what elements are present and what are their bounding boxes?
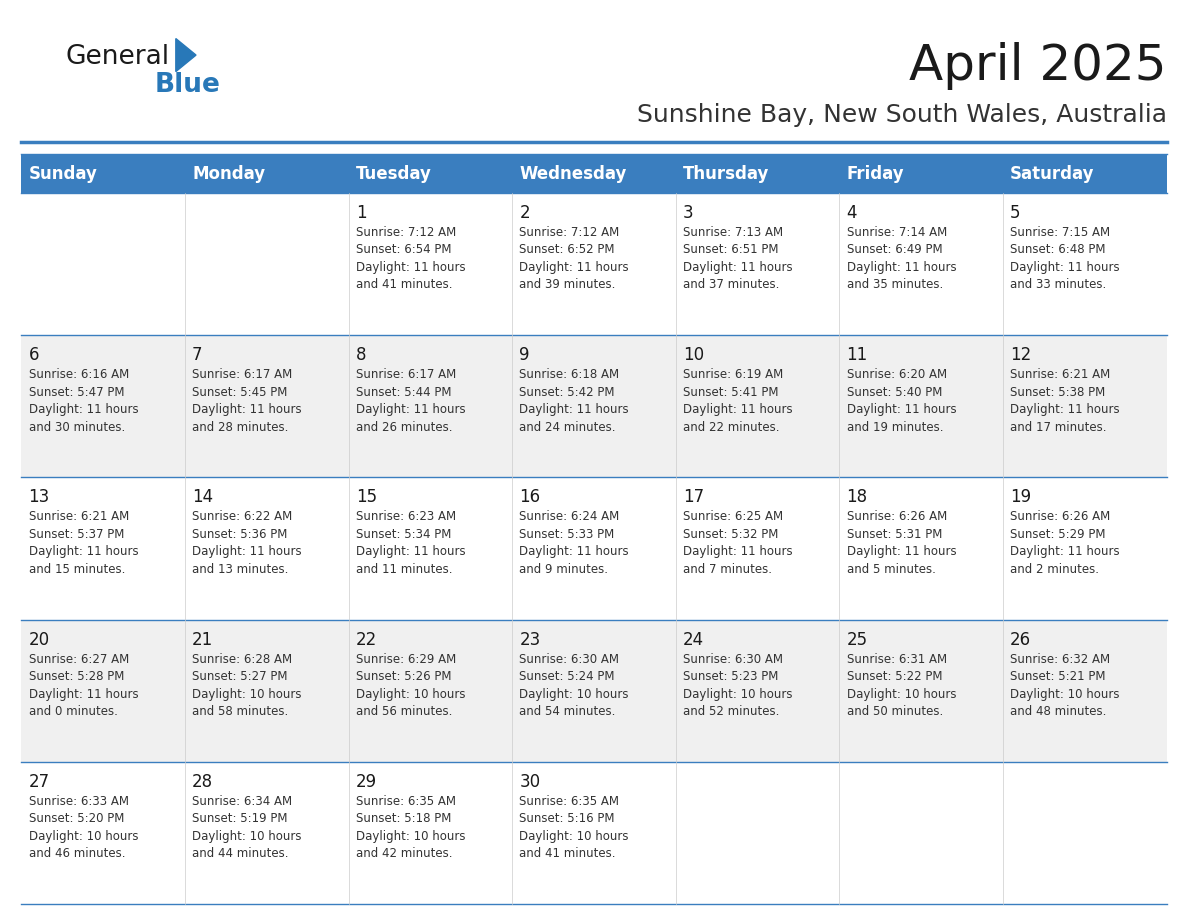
Text: Sunrise: 6:26 AM
Sunset: 5:31 PM
Daylight: 11 hours
and 5 minutes.: Sunrise: 6:26 AM Sunset: 5:31 PM Dayligh… — [847, 510, 956, 576]
Text: Sunrise: 6:34 AM
Sunset: 5:19 PM
Daylight: 10 hours
and 44 minutes.: Sunrise: 6:34 AM Sunset: 5:19 PM Dayligh… — [192, 795, 302, 860]
Text: Sunday: Sunday — [29, 164, 97, 183]
Text: Sunrise: 6:21 AM
Sunset: 5:37 PM
Daylight: 11 hours
and 15 minutes.: Sunrise: 6:21 AM Sunset: 5:37 PM Dayligh… — [29, 510, 138, 576]
Text: 12: 12 — [1010, 346, 1031, 364]
Text: Sunrise: 7:12 AM
Sunset: 6:54 PM
Daylight: 11 hours
and 41 minutes.: Sunrise: 7:12 AM Sunset: 6:54 PM Dayligh… — [355, 226, 466, 291]
Text: Sunrise: 6:24 AM
Sunset: 5:33 PM
Daylight: 11 hours
and 9 minutes.: Sunrise: 6:24 AM Sunset: 5:33 PM Dayligh… — [519, 510, 628, 576]
Text: 30: 30 — [519, 773, 541, 791]
Text: 7: 7 — [192, 346, 203, 364]
Text: 27: 27 — [29, 773, 50, 791]
Text: Thursday: Thursday — [683, 164, 770, 183]
Text: 6: 6 — [29, 346, 39, 364]
Polygon shape — [176, 39, 196, 72]
Text: Sunrise: 6:28 AM
Sunset: 5:27 PM
Daylight: 10 hours
and 58 minutes.: Sunrise: 6:28 AM Sunset: 5:27 PM Dayligh… — [192, 653, 302, 718]
Text: 5: 5 — [1010, 204, 1020, 222]
Text: 2: 2 — [519, 204, 530, 222]
Text: 15: 15 — [355, 488, 377, 507]
Text: General: General — [65, 44, 170, 70]
Text: Sunrise: 6:29 AM
Sunset: 5:26 PM
Daylight: 10 hours
and 56 minutes.: Sunrise: 6:29 AM Sunset: 5:26 PM Dayligh… — [355, 653, 466, 718]
Text: 14: 14 — [192, 488, 213, 507]
Text: Saturday: Saturday — [1010, 164, 1094, 183]
Text: Sunrise: 6:21 AM
Sunset: 5:38 PM
Daylight: 11 hours
and 17 minutes.: Sunrise: 6:21 AM Sunset: 5:38 PM Dayligh… — [1010, 368, 1120, 433]
Text: Sunrise: 7:14 AM
Sunset: 6:49 PM
Daylight: 11 hours
and 35 minutes.: Sunrise: 7:14 AM Sunset: 6:49 PM Dayligh… — [847, 226, 956, 291]
Text: Sunrise: 6:20 AM
Sunset: 5:40 PM
Daylight: 11 hours
and 19 minutes.: Sunrise: 6:20 AM Sunset: 5:40 PM Dayligh… — [847, 368, 956, 433]
Text: 11: 11 — [847, 346, 867, 364]
Text: 4: 4 — [847, 204, 857, 222]
Bar — [21, 620, 1167, 762]
Text: 9: 9 — [519, 346, 530, 364]
Text: Friday: Friday — [847, 164, 904, 183]
Text: 3: 3 — [683, 204, 694, 222]
Text: 8: 8 — [355, 346, 366, 364]
Text: Sunrise: 6:17 AM
Sunset: 5:44 PM
Daylight: 11 hours
and 26 minutes.: Sunrise: 6:17 AM Sunset: 5:44 PM Dayligh… — [355, 368, 466, 433]
Text: 10: 10 — [683, 346, 704, 364]
Bar — [21, 477, 1167, 620]
Text: 19: 19 — [1010, 488, 1031, 507]
Text: 25: 25 — [847, 631, 867, 649]
Text: 17: 17 — [683, 488, 704, 507]
Text: 29: 29 — [355, 773, 377, 791]
Text: Tuesday: Tuesday — [355, 164, 431, 183]
Text: Sunrise: 6:25 AM
Sunset: 5:32 PM
Daylight: 11 hours
and 7 minutes.: Sunrise: 6:25 AM Sunset: 5:32 PM Dayligh… — [683, 510, 792, 576]
Bar — [21, 154, 1167, 193]
Bar — [21, 762, 1167, 904]
Text: 16: 16 — [519, 488, 541, 507]
Text: 28: 28 — [192, 773, 213, 791]
Text: Sunshine Bay, New South Wales, Australia: Sunshine Bay, New South Wales, Australia — [637, 103, 1167, 127]
Text: Sunrise: 6:32 AM
Sunset: 5:21 PM
Daylight: 10 hours
and 48 minutes.: Sunrise: 6:32 AM Sunset: 5:21 PM Dayligh… — [1010, 653, 1119, 718]
Text: 26: 26 — [1010, 631, 1031, 649]
Text: Sunrise: 6:31 AM
Sunset: 5:22 PM
Daylight: 10 hours
and 50 minutes.: Sunrise: 6:31 AM Sunset: 5:22 PM Dayligh… — [847, 653, 956, 718]
Text: 21: 21 — [192, 631, 214, 649]
Text: April 2025: April 2025 — [909, 42, 1167, 90]
Text: Sunrise: 6:27 AM
Sunset: 5:28 PM
Daylight: 11 hours
and 0 minutes.: Sunrise: 6:27 AM Sunset: 5:28 PM Dayligh… — [29, 653, 138, 718]
Text: Sunrise: 6:30 AM
Sunset: 5:24 PM
Daylight: 10 hours
and 54 minutes.: Sunrise: 6:30 AM Sunset: 5:24 PM Dayligh… — [519, 653, 628, 718]
Text: Sunrise: 6:17 AM
Sunset: 5:45 PM
Daylight: 11 hours
and 28 minutes.: Sunrise: 6:17 AM Sunset: 5:45 PM Dayligh… — [192, 368, 302, 433]
Text: Monday: Monday — [192, 164, 265, 183]
Text: 13: 13 — [29, 488, 50, 507]
Text: 22: 22 — [355, 631, 377, 649]
Text: Sunrise: 6:30 AM
Sunset: 5:23 PM
Daylight: 10 hours
and 52 minutes.: Sunrise: 6:30 AM Sunset: 5:23 PM Dayligh… — [683, 653, 792, 718]
Text: Sunrise: 7:15 AM
Sunset: 6:48 PM
Daylight: 11 hours
and 33 minutes.: Sunrise: 7:15 AM Sunset: 6:48 PM Dayligh… — [1010, 226, 1120, 291]
Text: Sunrise: 6:26 AM
Sunset: 5:29 PM
Daylight: 11 hours
and 2 minutes.: Sunrise: 6:26 AM Sunset: 5:29 PM Dayligh… — [1010, 510, 1120, 576]
Text: Sunrise: 7:13 AM
Sunset: 6:51 PM
Daylight: 11 hours
and 37 minutes.: Sunrise: 7:13 AM Sunset: 6:51 PM Dayligh… — [683, 226, 792, 291]
Text: 20: 20 — [29, 631, 50, 649]
Text: Sunrise: 6:16 AM
Sunset: 5:47 PM
Daylight: 11 hours
and 30 minutes.: Sunrise: 6:16 AM Sunset: 5:47 PM Dayligh… — [29, 368, 138, 433]
Text: Blue: Blue — [154, 73, 220, 98]
Text: 24: 24 — [683, 631, 704, 649]
Text: Sunrise: 6:23 AM
Sunset: 5:34 PM
Daylight: 11 hours
and 11 minutes.: Sunrise: 6:23 AM Sunset: 5:34 PM Dayligh… — [355, 510, 466, 576]
Text: Sunrise: 6:19 AM
Sunset: 5:41 PM
Daylight: 11 hours
and 22 minutes.: Sunrise: 6:19 AM Sunset: 5:41 PM Dayligh… — [683, 368, 792, 433]
Text: Sunrise: 6:18 AM
Sunset: 5:42 PM
Daylight: 11 hours
and 24 minutes.: Sunrise: 6:18 AM Sunset: 5:42 PM Dayligh… — [519, 368, 628, 433]
Text: 18: 18 — [847, 488, 867, 507]
Text: 1: 1 — [355, 204, 366, 222]
Text: Sunrise: 6:22 AM
Sunset: 5:36 PM
Daylight: 11 hours
and 13 minutes.: Sunrise: 6:22 AM Sunset: 5:36 PM Dayligh… — [192, 510, 302, 576]
Text: Sunrise: 6:35 AM
Sunset: 5:18 PM
Daylight: 10 hours
and 42 minutes.: Sunrise: 6:35 AM Sunset: 5:18 PM Dayligh… — [355, 795, 466, 860]
Text: Sunrise: 7:12 AM
Sunset: 6:52 PM
Daylight: 11 hours
and 39 minutes.: Sunrise: 7:12 AM Sunset: 6:52 PM Dayligh… — [519, 226, 628, 291]
Bar — [21, 193, 1167, 335]
Text: Wednesday: Wednesday — [519, 164, 627, 183]
Text: Sunrise: 6:35 AM
Sunset: 5:16 PM
Daylight: 10 hours
and 41 minutes.: Sunrise: 6:35 AM Sunset: 5:16 PM Dayligh… — [519, 795, 628, 860]
Text: Sunrise: 6:33 AM
Sunset: 5:20 PM
Daylight: 10 hours
and 46 minutes.: Sunrise: 6:33 AM Sunset: 5:20 PM Dayligh… — [29, 795, 138, 860]
Bar — [21, 335, 1167, 477]
Text: 23: 23 — [519, 631, 541, 649]
